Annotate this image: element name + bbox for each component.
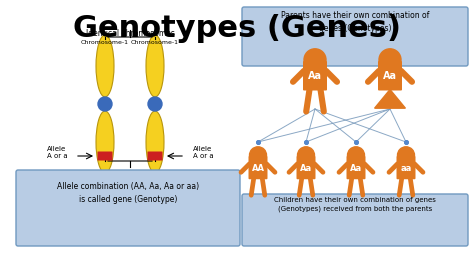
- FancyBboxPatch shape: [297, 156, 316, 179]
- Circle shape: [249, 147, 266, 164]
- Text: Allele
A or a: Allele A or a: [193, 146, 213, 159]
- Ellipse shape: [96, 111, 114, 173]
- Text: Aa: Aa: [383, 71, 397, 81]
- Text: Chromosome-1: Chromosome-1: [131, 40, 179, 45]
- Text: Identical chromosomes: Identical chromosomes: [86, 29, 174, 38]
- FancyBboxPatch shape: [98, 152, 112, 161]
- Text: Children have their own combination of genes
(Genotypes) received from both the : Children have their own combination of g…: [274, 197, 436, 212]
- Ellipse shape: [96, 35, 114, 97]
- FancyBboxPatch shape: [16, 170, 240, 246]
- Circle shape: [398, 147, 414, 164]
- Text: Chromosome-1: Chromosome-1: [81, 40, 129, 45]
- Text: AA: AA: [252, 163, 264, 172]
- Text: Genotypes (Genes): Genotypes (Genes): [73, 14, 401, 43]
- Text: Allele
A or a: Allele A or a: [46, 146, 67, 159]
- Text: Allele combination (AA, Aa, Aa or aa)
is called gene (Genotype): Allele combination (AA, Aa, Aa or aa) is…: [57, 182, 199, 204]
- FancyBboxPatch shape: [242, 194, 468, 246]
- Text: aa: aa: [401, 163, 411, 172]
- Ellipse shape: [146, 35, 164, 97]
- Text: Parents have their own combination of
genes (Genotypes): Parents have their own combination of ge…: [281, 11, 429, 32]
- FancyBboxPatch shape: [248, 156, 267, 179]
- Circle shape: [298, 147, 315, 164]
- FancyBboxPatch shape: [303, 61, 327, 90]
- Circle shape: [379, 49, 401, 71]
- Circle shape: [304, 49, 326, 71]
- Polygon shape: [374, 90, 405, 108]
- FancyBboxPatch shape: [378, 61, 402, 90]
- Ellipse shape: [146, 111, 164, 173]
- Text: Aa: Aa: [300, 163, 312, 172]
- FancyBboxPatch shape: [147, 152, 163, 161]
- Circle shape: [98, 97, 112, 111]
- FancyBboxPatch shape: [242, 7, 468, 66]
- FancyBboxPatch shape: [396, 156, 416, 179]
- Text: Aa: Aa: [308, 71, 322, 81]
- Circle shape: [347, 147, 365, 164]
- FancyBboxPatch shape: [346, 156, 365, 179]
- Circle shape: [148, 97, 162, 111]
- Text: Aa: Aa: [350, 163, 362, 172]
